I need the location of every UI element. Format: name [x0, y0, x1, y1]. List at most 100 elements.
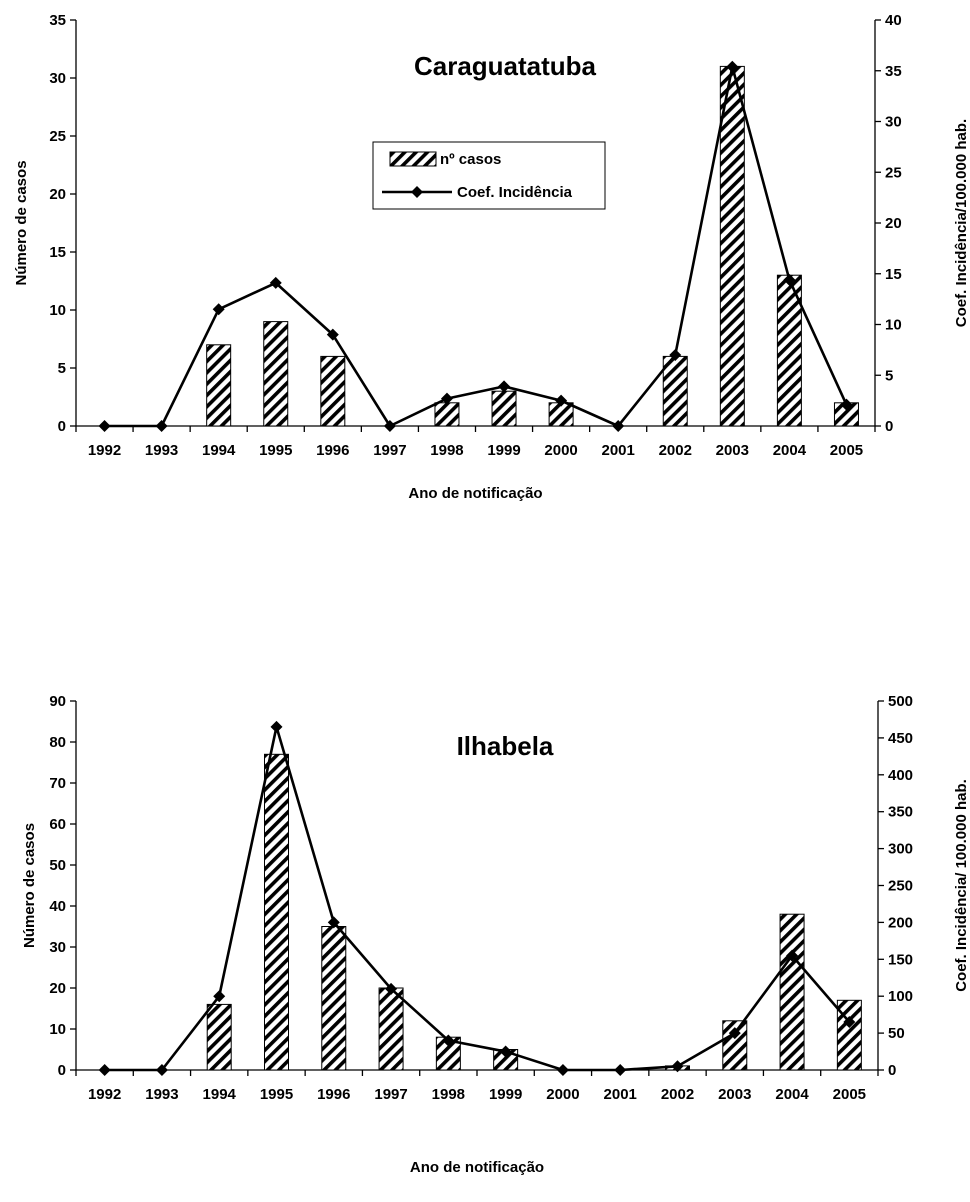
- bar: [779, 913, 805, 1071]
- y-tick-label-right: 250: [888, 878, 913, 895]
- y-tick-label-right: 5: [885, 367, 893, 384]
- y-tick-label-right: 150: [888, 951, 913, 968]
- bar: [662, 355, 688, 427]
- x-tick-label: 2002: [661, 1086, 694, 1103]
- x-tick-label: 2002: [659, 442, 692, 459]
- x-axis-label: Ano de notificação: [408, 485, 542, 502]
- line-point: [556, 1064, 569, 1076]
- line-point: [270, 720, 283, 733]
- line-point: [327, 916, 340, 929]
- y-tick-label-left: 10: [49, 1021, 66, 1038]
- x-tick-label: 2001: [601, 442, 634, 459]
- x-tick-label: 1994: [203, 1086, 237, 1103]
- x-tick-label: 2005: [833, 1086, 866, 1103]
- x-tick-label: 1999: [487, 442, 520, 459]
- y-tick-label-right: 50: [888, 1025, 905, 1042]
- y-tick-label-left: 20: [49, 186, 66, 203]
- y-tick-label-right: 450: [888, 730, 913, 747]
- bar: [206, 1003, 232, 1071]
- x-tick-label: 2005: [830, 442, 863, 459]
- line-point: [840, 398, 853, 411]
- x-tick-label: 1997: [373, 442, 406, 459]
- legend-line-label: Coef. Incidência: [457, 184, 573, 201]
- chart-title: Ilhabela: [457, 731, 554, 761]
- y-tick-label-left: 70: [49, 775, 66, 792]
- line-point: [786, 949, 799, 962]
- x-tick-label: 1992: [88, 1086, 121, 1103]
- line-point: [726, 60, 739, 73]
- y-tick-label-right: 350: [888, 804, 913, 821]
- y-tick-label-left: 30: [49, 70, 66, 87]
- y-axis-label: Número de casos: [21, 823, 38, 948]
- x-tick-label: 1997: [374, 1086, 407, 1103]
- line-point: [728, 1027, 741, 1040]
- line-point: [612, 420, 625, 432]
- x-tick-label: 2004: [775, 1086, 809, 1103]
- bar: [321, 926, 347, 1071]
- y-tick-label-left: 30: [49, 939, 66, 956]
- bar: [378, 987, 404, 1071]
- legend-line-marker: [411, 186, 423, 198]
- bar: [264, 753, 289, 1071]
- line-point: [155, 420, 168, 432]
- line-point: [212, 303, 225, 316]
- line-point: [385, 982, 398, 995]
- line-point: [440, 392, 453, 405]
- x-tick-label: 1996: [316, 442, 349, 459]
- y-tick-label-right: 200: [888, 914, 913, 931]
- y-tick-label-right: 300: [888, 841, 913, 858]
- y-axis-label: Número de casos: [13, 160, 30, 285]
- y-tick-label-right: 25: [885, 164, 902, 181]
- x-tick-label: 1995: [259, 442, 292, 459]
- y2-axis-label: Coef. Incidência/ 100.000 hab.: [953, 779, 970, 992]
- y-tick-label-right: 100: [888, 988, 913, 1005]
- x-tick-label: 1998: [432, 1086, 465, 1103]
- x-tick-label: 2001: [604, 1086, 637, 1103]
- y-tick-label-right: 40: [885, 12, 902, 29]
- y-tick-label-right: 0: [888, 1062, 896, 1079]
- chart-title: Caraguatatuba: [414, 51, 597, 81]
- y-tick-label-right: 0: [885, 418, 893, 435]
- y-tick-label-left: 60: [49, 816, 66, 833]
- x-tick-label: 1996: [317, 1086, 350, 1103]
- line-point: [843, 1016, 856, 1029]
- bar: [434, 402, 460, 427]
- bar: [320, 355, 346, 427]
- line-point: [213, 990, 226, 1003]
- bar: [491, 390, 517, 427]
- y-tick-label-left: 5: [58, 360, 66, 377]
- y-tick-label-left: 15: [49, 244, 66, 261]
- line-point: [555, 394, 568, 407]
- x-tick-label: 2003: [716, 442, 749, 459]
- legend: nº casos Coef. Incidência: [372, 141, 606, 210]
- line-point: [155, 1064, 168, 1076]
- series-line: [104, 65, 848, 428]
- y-tick-label-left: 50: [49, 857, 66, 874]
- line-point: [269, 276, 282, 289]
- line-point: [98, 420, 111, 432]
- chart-1: 0 10 20 30 40 50 60 70 80 90 0 50 100 150 200 250 300 350…: [21, 693, 970, 1176]
- y-tick-label-left: 25: [49, 128, 66, 145]
- line-point: [326, 328, 339, 341]
- y-tick-label-left: 10: [49, 302, 66, 319]
- x-tick-label: 2000: [544, 442, 577, 459]
- line-point: [671, 1060, 684, 1073]
- line-point: [98, 1064, 111, 1076]
- bar: [719, 65, 745, 427]
- x-tick-label: 2000: [546, 1086, 579, 1103]
- x-tick-label: 1998: [430, 442, 463, 459]
- x-tick-label: 1992: [88, 442, 121, 459]
- chart-0: 0 5 10 15 20 25 30 35 0 5 10 15 20 25 30 35 40 1992 1993 19…: [13, 12, 970, 502]
- y-tick-label-left: 90: [49, 693, 66, 710]
- line-point: [498, 380, 511, 393]
- line-point: [499, 1045, 512, 1058]
- y-tick-label-right: 35: [885, 63, 902, 80]
- x-tick-label: 1993: [145, 1086, 178, 1103]
- y-tick-label-right: 10: [885, 317, 902, 334]
- x-tick-label: 1994: [202, 442, 236, 459]
- legend-bar-swatch: [389, 151, 437, 167]
- x-tick-label: 2004: [773, 442, 807, 459]
- line-point: [783, 273, 796, 286]
- y-tick-label-left: 80: [49, 734, 66, 751]
